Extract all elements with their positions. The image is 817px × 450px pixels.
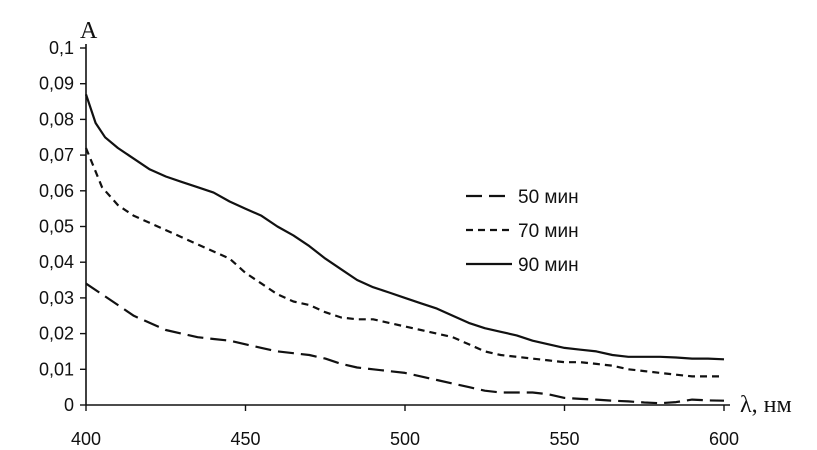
y-tick-label: 0,03 (39, 288, 74, 308)
series-line-50-мин (85, 282, 725, 405)
y-axis: 0 0,01 0,02 0,03 0,04 0,05 0,06 0,07 0,08 0,09 0,1 (39, 38, 87, 415)
legend-label: 90 мин (518, 255, 579, 276)
y-tick-label: 0,08 (39, 109, 74, 129)
y-tick-label: 0,02 (39, 324, 74, 344)
y-tick-label: 0 (64, 395, 74, 415)
y-tick-label: 0,04 (39, 252, 74, 272)
legend-label: 50 мин (518, 187, 579, 208)
y-tick-label: 0,05 (39, 217, 74, 237)
y-tick-label: 0,06 (39, 181, 74, 201)
x-axis: 400 450 500 550 600 (71, 404, 739, 449)
x-tick-label: 500 (390, 429, 420, 449)
series-line-90-мин (84, 94, 725, 361)
x-tick-label: 450 (230, 429, 260, 449)
x-tick-label: 400 (71, 429, 101, 449)
legend: 50 мин 70 мин 90 мин (466, 187, 579, 276)
x-tick-label: 550 (549, 429, 579, 449)
y-tick-label: 0,07 (39, 145, 74, 165)
x-axis-title: λ, нм (740, 392, 792, 418)
x-tick-label: 600 (709, 429, 739, 449)
y-axis-title: A (80, 18, 98, 44)
legend-label: 70 мин (518, 221, 579, 242)
series-line-70-мин (84, 147, 724, 378)
series-layer (84, 94, 725, 405)
y-tick-label: 0,01 (39, 359, 74, 379)
y-tick-label: 0,09 (39, 74, 74, 94)
y-tick-label: 0,1 (49, 38, 74, 58)
